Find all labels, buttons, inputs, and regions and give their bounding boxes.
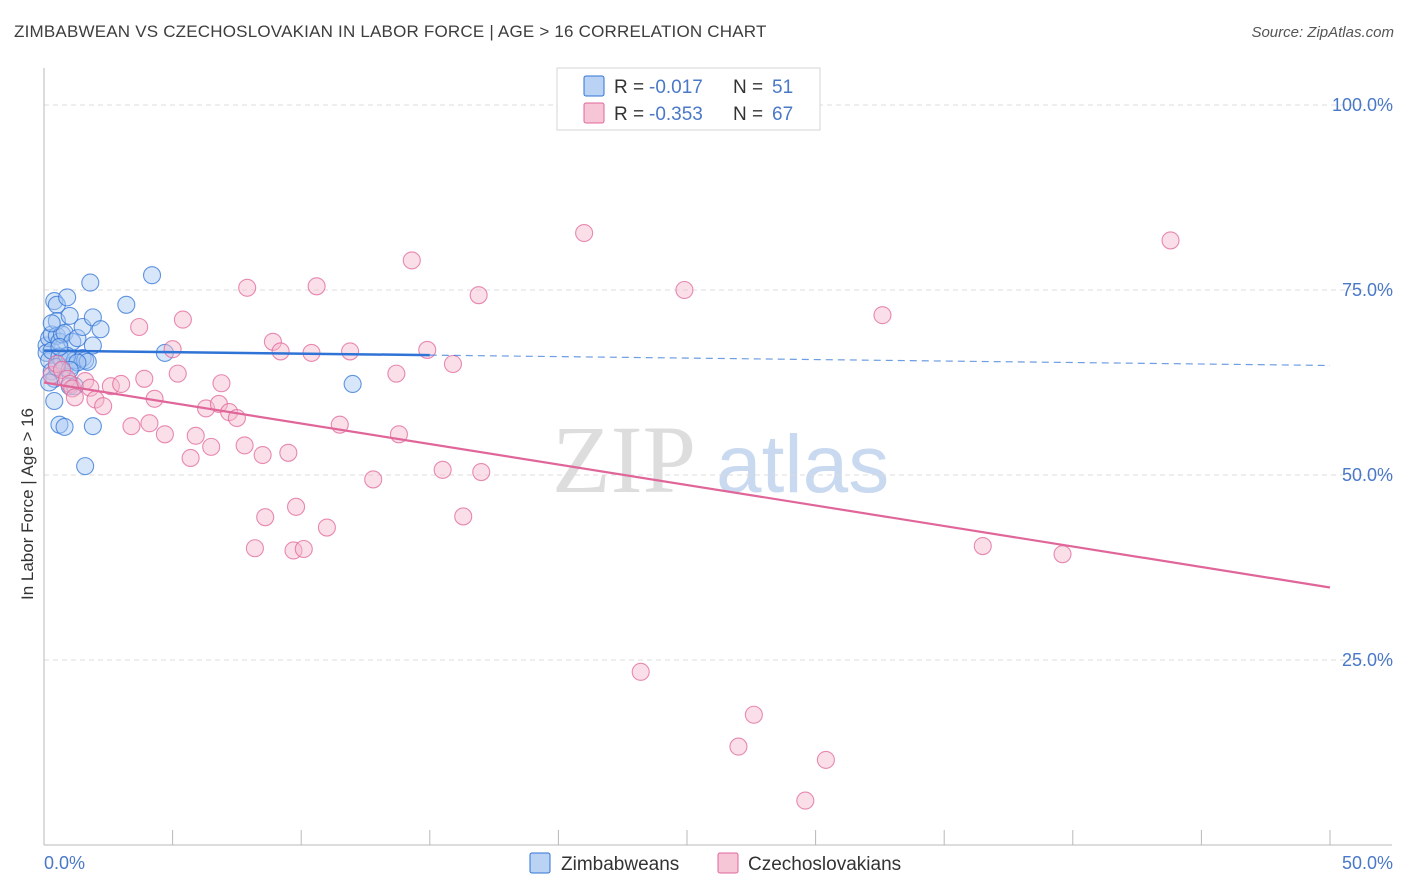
- x-tick-label-min: 0.0%: [44, 853, 85, 873]
- y-tick-label: 100.0%: [1332, 95, 1393, 115]
- data-point: [68, 329, 87, 348]
- data-point: [1161, 231, 1180, 250]
- data-point: [238, 278, 257, 297]
- data-point: [181, 448, 200, 468]
- data-point: [575, 223, 594, 243]
- data-point: [45, 391, 64, 411]
- data-point: [94, 397, 113, 416]
- data-point: [675, 280, 694, 300]
- legend-swatch-pink: [717, 852, 739, 874]
- legend-r-value: -0.017: [649, 77, 703, 98]
- data-point: [163, 340, 182, 359]
- legend-series-name: Zimbabweans: [561, 854, 679, 875]
- watermark-zip: ZIP: [552, 406, 696, 513]
- data-point: [112, 374, 131, 394]
- chart-title: ZIMBABWEAN VS CZECHOSLOVAKIAN IN LABOR F…: [14, 22, 767, 41]
- data-point: [168, 364, 187, 383]
- data-point: [387, 364, 406, 383]
- trend-line-extension-blue: [429, 354, 1331, 367]
- data-point: [279, 443, 298, 462]
- legend-n-label: N =: [733, 77, 763, 98]
- data-point: [42, 314, 61, 333]
- trend-line-blue: [43, 349, 430, 357]
- x-tick-label-max: 50.0%: [1342, 853, 1393, 873]
- data-point: [58, 288, 77, 307]
- y-tick-label: 25.0%: [1342, 650, 1393, 670]
- data-point: [117, 295, 136, 314]
- data-point: [1053, 545, 1072, 564]
- data-point: [744, 705, 763, 724]
- legend-r-value: -0.353: [649, 104, 703, 125]
- data-point: [47, 354, 66, 374]
- trend-line-pink: [43, 381, 1331, 589]
- data-point: [796, 791, 815, 810]
- data-point: [83, 336, 102, 355]
- data-point: [245, 539, 264, 558]
- legend-n-value: 67: [772, 104, 793, 125]
- data-point: [52, 360, 72, 379]
- data-point: [202, 437, 221, 456]
- data-point: [816, 750, 835, 769]
- data-point: [186, 426, 205, 445]
- data-point: [47, 295, 66, 314]
- series-pink: [42, 223, 1180, 810]
- data-point: [155, 425, 174, 444]
- data-point: [142, 266, 162, 285]
- data-point: [78, 352, 97, 371]
- data-point: [729, 737, 748, 756]
- data-point: [140, 414, 159, 433]
- data-point: [294, 539, 313, 559]
- data-point: [91, 320, 110, 339]
- data-point: [83, 417, 102, 436]
- data-point: [55, 417, 74, 436]
- data-point: [50, 337, 69, 357]
- y-tick-label: 50.0%: [1342, 465, 1393, 485]
- data-point: [135, 369, 154, 388]
- data-point: [173, 310, 192, 329]
- watermark-atlas: atlas: [716, 419, 889, 510]
- data-point: [873, 306, 892, 325]
- legend-r-label: R =: [614, 77, 644, 98]
- data-point: [256, 508, 275, 527]
- data-point: [341, 342, 360, 361]
- data-point: [60, 306, 79, 325]
- data-point: [443, 354, 462, 374]
- legend-swatch-blue: [529, 852, 551, 874]
- data-point: [364, 470, 383, 489]
- data-point: [469, 286, 488, 305]
- data-point: [472, 462, 491, 482]
- data-point: [235, 436, 254, 455]
- data-point: [402, 251, 421, 270]
- data-point: [263, 332, 282, 351]
- data-point: [454, 507, 473, 526]
- legend-r-label: R =: [614, 104, 644, 125]
- legend-n-label: N =: [733, 104, 763, 125]
- data-point: [317, 518, 336, 537]
- data-point: [343, 374, 362, 394]
- data-point: [76, 457, 95, 476]
- data-point: [287, 497, 306, 516]
- legend-swatch-blue: [583, 75, 605, 97]
- data-point: [631, 662, 650, 681]
- legend-series-name: Czechoslovakians: [748, 854, 901, 875]
- data-point: [433, 460, 452, 479]
- data-point: [212, 374, 231, 393]
- data-point: [973, 536, 992, 556]
- data-point: [130, 317, 149, 337]
- y-tick-label: 75.0%: [1342, 280, 1393, 300]
- data-point: [253, 445, 272, 465]
- data-point: [122, 417, 141, 436]
- data-point: [271, 342, 290, 361]
- legend-swatch-pink: [583, 102, 605, 124]
- data-point: [65, 388, 84, 407]
- legend-n-value: 51: [772, 77, 793, 98]
- source-attribution: Source: ZipAtlas.com: [1251, 24, 1394, 41]
- data-point: [81, 273, 100, 292]
- data-point: [307, 277, 326, 296]
- data-point: [68, 353, 87, 372]
